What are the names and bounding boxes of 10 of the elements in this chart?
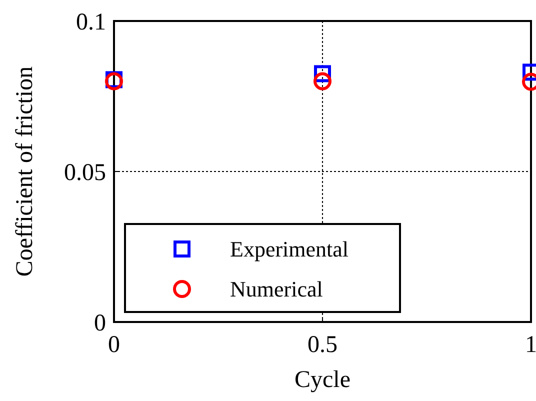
y-tick-label: 0 [94, 310, 106, 336]
point [314, 72, 332, 90]
y-tick-label: 0.05 [64, 160, 106, 186]
legend-label: Experimental [230, 236, 349, 262]
legend-label: Numerical [230, 276, 323, 302]
y-tick-label: 0.1 [76, 9, 106, 36]
x-tick-label: 0.5 [308, 332, 338, 358]
x-axis-title: Cycle [294, 367, 350, 393]
y-axis-title: Coefficient of friction [12, 66, 38, 277]
x-tick-label: 1 [525, 332, 536, 358]
